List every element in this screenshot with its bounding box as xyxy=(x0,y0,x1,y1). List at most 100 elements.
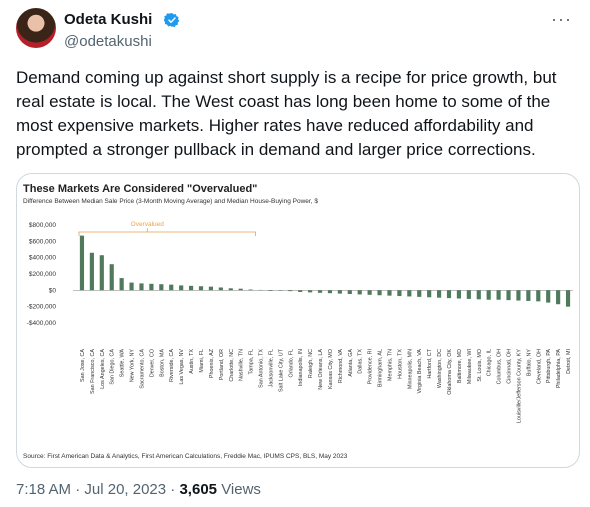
x-tick-label: Los Angeles, CA xyxy=(100,349,106,389)
author-name[interactable]: Odeta Kushi xyxy=(64,11,153,28)
x-tick-label: Houston, TX xyxy=(397,349,403,379)
meta-separator: · xyxy=(170,481,180,498)
x-tick-label: Portland, OR xyxy=(219,349,225,380)
x-tick-label: Raleigh, NC xyxy=(308,349,314,378)
y-tick-label: $200,000 xyxy=(29,271,56,278)
chart-bar xyxy=(308,290,313,293)
chart-bar xyxy=(228,288,233,291)
x-tick-label: Charlotte, NC xyxy=(229,349,235,382)
chart-bar xyxy=(417,290,422,297)
chart-bar xyxy=(556,290,561,305)
chart-bar xyxy=(565,290,571,307)
chart-bar xyxy=(526,290,531,301)
chart-bar xyxy=(139,283,144,291)
x-tick-label: Las Vegas, NV xyxy=(179,349,185,385)
y-tick-label: $0 xyxy=(49,287,57,294)
y-tick-label: -$200,000 xyxy=(27,304,57,311)
x-tick-label: Chicago, IL xyxy=(487,349,493,376)
chart-bar xyxy=(149,283,154,291)
chart-bar xyxy=(99,255,104,291)
x-tick-label: Virginia Beach, VA xyxy=(417,349,423,394)
x-tick-label: Seattle, WA xyxy=(120,349,126,378)
chart-bar xyxy=(407,290,412,297)
x-tick-label: Jacksonville, FL xyxy=(268,349,274,387)
chart-bar xyxy=(486,290,491,300)
x-tick-label: Washington, DC xyxy=(437,349,443,388)
x-tick-label: Pittsburgh, PA xyxy=(546,349,552,383)
chart-bar xyxy=(317,290,323,293)
chart-bar xyxy=(337,290,342,294)
x-tick-label: Kansas City, MO xyxy=(328,349,334,389)
y-tick-label: $600,000 xyxy=(29,238,56,245)
chart-bar xyxy=(436,290,442,298)
x-tick-label: Louisville/Jefferson County, KY xyxy=(516,349,522,424)
tweet-text: Demand coming up against short supply is… xyxy=(16,68,557,159)
x-tick-label: Dallas, TX xyxy=(358,349,364,374)
chart-bar xyxy=(89,252,94,291)
y-tick-label: -$400,000 xyxy=(27,320,57,327)
x-tick-label: Buffalo, NY xyxy=(526,349,532,377)
chart-bar xyxy=(169,284,174,291)
chart-bar xyxy=(536,290,541,302)
x-tick-label: Nashville, TN xyxy=(239,349,245,381)
overvalued-bracket xyxy=(78,231,256,236)
chart-bar xyxy=(466,290,471,299)
x-tick-label: San Diego, CA xyxy=(110,349,116,385)
y-tick-label: $800,000 xyxy=(29,222,56,229)
chart-bar xyxy=(268,290,273,291)
bar-chart: $800,000 $600,000 $400,000 $200,000 $0 -$200,… xyxy=(27,221,573,424)
x-tick-label: Columbus, OH xyxy=(497,349,503,384)
x-tick-label: Richmond, VA xyxy=(338,349,344,383)
views-count: 3,605 xyxy=(179,481,218,498)
chart-bar xyxy=(159,284,164,291)
x-tick-label: Miami, FL xyxy=(199,349,205,373)
chart-title: These Markets Are Considered "Overvalued… xyxy=(23,183,258,195)
chart-bar xyxy=(119,278,124,291)
x-tick-label: Milwaukee, WI xyxy=(467,349,473,384)
chart-image[interactable]: These Markets Are Considered "Overvalued… xyxy=(16,173,580,468)
x-tick-label: Minneapolis, MN xyxy=(407,349,413,389)
x-tick-label: Birmingham, AL xyxy=(378,349,384,387)
chart-bar xyxy=(347,290,352,295)
tweet-meta: 7:18 AM · Jul 20, 2023 · 3,605 Views xyxy=(16,481,261,498)
more-options-icon[interactable]: ··· xyxy=(551,9,572,29)
x-tick-label: Memphis, TN xyxy=(387,349,393,381)
x-tick-label: Baltimore, MD xyxy=(457,349,463,383)
chart-bar xyxy=(248,289,253,291)
chart-source: Source: First American Data & Analytics,… xyxy=(23,453,348,460)
chart-bar xyxy=(109,264,114,291)
author-handle[interactable]: @odetakushi xyxy=(64,33,152,50)
chart-bar xyxy=(288,290,293,292)
chart-subtitle: Difference Between Median Sale Price (3-… xyxy=(23,198,318,205)
chart-bar xyxy=(506,290,511,301)
x-tick-label: Riverside, CA xyxy=(169,349,175,382)
x-tick-label: New Orleans, LA xyxy=(318,349,324,390)
chart-bar xyxy=(179,285,184,291)
x-tick-label: Providence, RI xyxy=(368,349,374,384)
chart-bar xyxy=(367,290,372,295)
x-tick-label: Phoenix, AZ xyxy=(209,348,215,378)
tweet-time[interactable]: 7:18 AM xyxy=(16,481,72,498)
chart-bar xyxy=(79,235,85,291)
avatar[interactable] xyxy=(16,8,56,48)
views-label: Views xyxy=(221,481,261,498)
tweet-date[interactable]: Jul 20, 2023 xyxy=(84,481,167,498)
chart-bar xyxy=(238,288,243,291)
x-tick-label: Cleveland, OH xyxy=(536,349,542,384)
x-tick-label: Boston, MA xyxy=(159,349,165,377)
chart-bar xyxy=(496,290,501,300)
chart-bar xyxy=(387,290,392,296)
chart-bar xyxy=(198,286,204,291)
x-tick-label: New York, NY xyxy=(130,349,136,383)
x-tick-label: Austin, TX xyxy=(189,349,195,374)
x-tick-label: Hartford, CT xyxy=(427,348,433,378)
chart-bar xyxy=(357,290,362,295)
chart-bar xyxy=(208,286,214,291)
chart-bar xyxy=(456,290,462,299)
chart-bar xyxy=(298,290,303,292)
x-tick-label: Indianapolis, IN xyxy=(298,349,304,386)
chart-bar xyxy=(129,282,134,291)
chart-bar xyxy=(476,290,481,300)
verified-badge-icon xyxy=(164,13,180,28)
x-tick-label: Philadelphia, PA xyxy=(556,349,562,389)
